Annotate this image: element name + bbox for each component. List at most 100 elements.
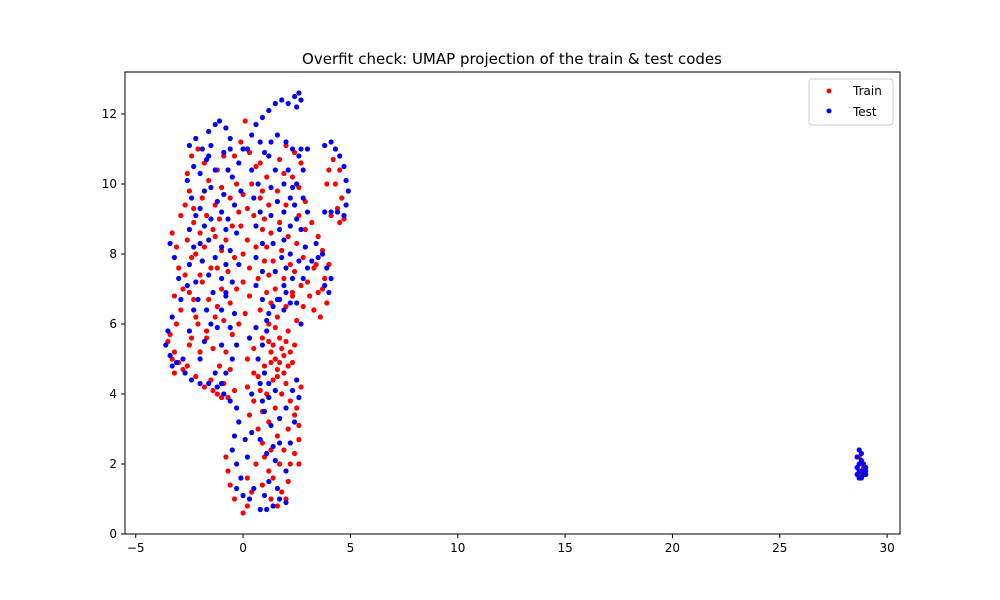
point-test	[294, 377, 300, 383]
point-train	[210, 226, 216, 233]
point-train	[227, 366, 233, 373]
point-test	[309, 258, 315, 264]
point-test	[259, 296, 265, 303]
point-test	[259, 268, 265, 275]
point-test	[277, 496, 283, 502]
point-train	[324, 300, 330, 306]
point-test	[219, 342, 225, 348]
x-tick-label: 0	[239, 541, 247, 555]
point-train	[184, 170, 190, 177]
point-test	[259, 114, 265, 121]
point-test	[289, 275, 296, 282]
point-test	[266, 107, 272, 114]
point-test	[292, 93, 298, 100]
point-train	[285, 426, 291, 432]
point-test	[221, 191, 227, 198]
point-test	[225, 167, 231, 173]
point-test	[324, 265, 330, 271]
point-test	[249, 391, 255, 397]
point-train	[277, 335, 283, 341]
x-tick-label: 20	[665, 541, 680, 555]
point-test	[189, 377, 195, 383]
point-test	[334, 209, 341, 215]
point-train	[274, 188, 280, 194]
point-train	[311, 307, 317, 313]
point-train	[227, 195, 233, 201]
point-train	[169, 230, 175, 236]
point-test	[332, 146, 338, 152]
point-train	[208, 265, 214, 271]
point-test	[285, 100, 291, 107]
point-train	[277, 219, 283, 226]
point-test	[238, 475, 244, 481]
point-train	[229, 223, 235, 229]
point-test	[223, 261, 229, 268]
point-test	[212, 254, 218, 261]
point-train	[326, 167, 332, 173]
point-test	[229, 279, 235, 285]
point-test	[206, 272, 212, 278]
point-train	[283, 380, 289, 387]
point-train	[294, 405, 300, 411]
point-train	[283, 338, 289, 345]
point-test	[264, 450, 270, 457]
point-test	[261, 149, 268, 156]
point-train	[264, 244, 270, 250]
point-train	[191, 205, 197, 212]
point-test	[193, 135, 199, 142]
y-axis-ticks: 0 2 4 6 8 10 12	[102, 107, 125, 541]
point-test	[240, 492, 246, 499]
point-test	[199, 258, 205, 264]
point-test	[253, 282, 259, 289]
point-train	[324, 181, 330, 187]
point-train	[238, 139, 244, 145]
point-test	[326, 289, 332, 296]
point-train	[171, 370, 177, 376]
point-test	[214, 198, 220, 205]
point-train	[214, 265, 220, 271]
point-train	[281, 275, 287, 282]
point-train	[216, 363, 223, 369]
point-train	[277, 156, 283, 163]
series-train	[165, 118, 867, 516]
point-train	[339, 195, 345, 201]
point-test	[274, 485, 280, 492]
point-train	[238, 223, 244, 229]
point-test	[193, 212, 199, 219]
point-test	[257, 139, 263, 145]
point-test	[227, 146, 233, 152]
point-train	[227, 300, 233, 306]
point-test	[266, 153, 272, 159]
point-train	[268, 496, 274, 502]
point-train	[268, 349, 274, 355]
point-train	[225, 268, 231, 275]
point-train	[281, 352, 287, 359]
point-train	[253, 461, 259, 467]
point-test	[287, 195, 293, 201]
point-test	[283, 289, 289, 296]
point-test	[186, 328, 192, 334]
point-test	[283, 139, 289, 145]
point-test	[264, 328, 270, 334]
point-test	[221, 149, 227, 156]
point-train	[231, 254, 238, 261]
point-test	[298, 321, 304, 327]
point-train	[300, 303, 306, 310]
point-test	[279, 97, 285, 103]
point-test	[249, 429, 255, 436]
point-train	[193, 251, 199, 257]
point-train	[191, 296, 197, 303]
point-test	[223, 289, 229, 296]
point-train	[259, 188, 265, 194]
point-train	[234, 286, 240, 292]
x-axis-ticks: −5 0 5 10 15 20 25 30	[127, 534, 895, 555]
point-test	[270, 443, 276, 450]
y-tick-label: 6	[109, 317, 117, 331]
axes-layer	[124, 71, 901, 535]
point-test	[214, 324, 220, 331]
point-test	[227, 135, 233, 142]
point-train	[266, 272, 272, 278]
point-test	[261, 408, 268, 415]
point-train	[298, 384, 304, 390]
x-tick-label: 10	[450, 541, 465, 555]
